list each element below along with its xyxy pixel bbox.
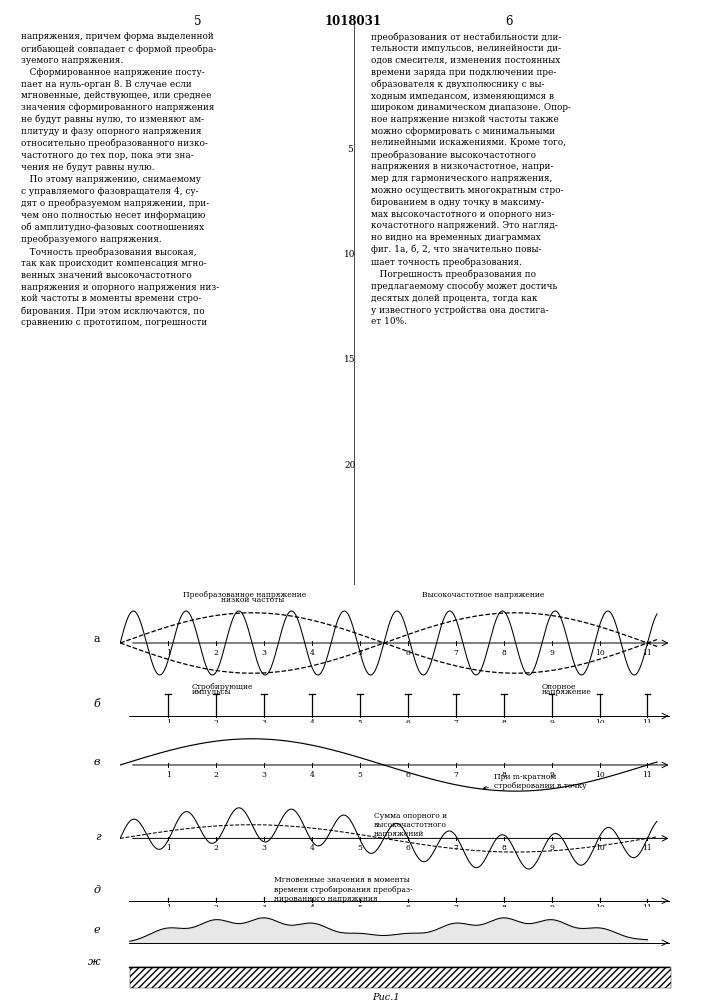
Text: 5: 5 [358,771,362,779]
Text: б: б [93,699,100,709]
Text: е: е [94,925,100,935]
Text: 5: 5 [358,844,362,852]
Text: 7: 7 [453,649,458,657]
Text: 3: 3 [262,844,267,852]
Text: 20: 20 [344,461,356,470]
Text: 4: 4 [310,844,315,852]
Text: низкой частоты: низкой частоты [221,596,284,604]
Text: 1: 1 [165,719,170,727]
Text: 11: 11 [643,649,653,657]
Text: Высокочастотное напряжение: Высокочастотное напряжение [422,591,544,599]
Text: 10: 10 [595,771,604,779]
Text: Преобразованное напряжение: Преобразованное напряжение [182,591,305,599]
Text: 4: 4 [310,771,315,779]
Text: Стробирующие: Стробирующие [192,683,254,691]
Text: 7: 7 [453,719,458,727]
Text: 11: 11 [643,904,653,912]
Text: 1018031: 1018031 [325,15,382,28]
Text: а: а [94,634,100,644]
Text: 6: 6 [405,844,410,852]
Text: При m-кратном
стробировании в точку: При m-кратном стробировании в точку [484,773,587,790]
Text: 11: 11 [643,844,653,852]
Text: 8: 8 [501,771,506,779]
Text: 8: 8 [501,649,506,657]
Text: 4: 4 [310,649,315,657]
Text: 3: 3 [262,649,267,657]
Text: 2: 2 [214,719,218,727]
Text: 3: 3 [262,904,267,912]
Text: 10: 10 [595,719,604,727]
Text: 6: 6 [405,771,410,779]
Text: 3: 3 [262,771,267,779]
Text: 8: 8 [501,719,506,727]
Text: 10: 10 [595,844,604,852]
Text: 9: 9 [549,649,554,657]
Text: Рис.1: Рис.1 [372,993,400,1000]
Text: д: д [93,885,100,895]
Text: 15: 15 [344,355,356,364]
Text: 8: 8 [501,904,506,912]
Text: 8: 8 [501,844,506,852]
Text: 2: 2 [214,844,218,852]
Text: 5: 5 [358,649,362,657]
Text: 5: 5 [347,145,353,154]
Text: 5: 5 [358,904,362,912]
Text: 6: 6 [405,649,410,657]
Text: импульсы: импульсы [192,688,232,696]
Text: преобразования от нестабильности дли-
тельности импульсов, нелинейности ди-
одов: преобразования от нестабильности дли- те… [371,32,571,326]
Text: 9: 9 [549,844,554,852]
Text: 2: 2 [214,649,218,657]
Text: 4: 4 [310,904,315,912]
Text: 1: 1 [165,649,170,657]
Text: 1: 1 [165,904,170,912]
Text: 1: 1 [165,844,170,852]
Text: 1: 1 [165,771,170,779]
Text: 9: 9 [549,904,554,912]
Text: в: в [94,757,100,767]
Text: ж: ж [88,957,100,967]
Text: Сумма опорного и
высокочастотного
напряжений: Сумма опорного и высокочастотного напряж… [374,812,448,838]
Text: 10: 10 [595,649,604,657]
Text: г: г [95,832,100,842]
Text: 5: 5 [194,15,201,28]
Text: напряжения, причем форма выделенной
огибающей совпадает с формой преобра-
зуемог: напряжения, причем форма выделенной огиб… [21,32,219,327]
Text: 4: 4 [310,719,315,727]
Text: 10: 10 [344,250,356,259]
Text: 6: 6 [506,15,513,28]
Text: 5: 5 [358,719,362,727]
Text: 2: 2 [214,904,218,912]
Text: 2: 2 [214,771,218,779]
Text: 6: 6 [405,904,410,912]
Text: 7: 7 [453,904,458,912]
Text: 9: 9 [549,771,554,779]
Text: Мгновенные значения в моменты
времени стробирования преобраз-
нированного напряж: Мгновенные значения в моменты времени ст… [274,876,412,903]
Text: 6: 6 [405,719,410,727]
Text: 7: 7 [453,771,458,779]
Text: 11: 11 [643,771,653,779]
Text: 9: 9 [549,719,554,727]
Text: Опорное: Опорное [542,683,576,691]
Text: напряжение: напряжение [542,688,592,696]
Text: 7: 7 [453,844,458,852]
Text: 3: 3 [262,719,267,727]
Text: 11: 11 [643,719,653,727]
Text: 10: 10 [595,904,604,912]
